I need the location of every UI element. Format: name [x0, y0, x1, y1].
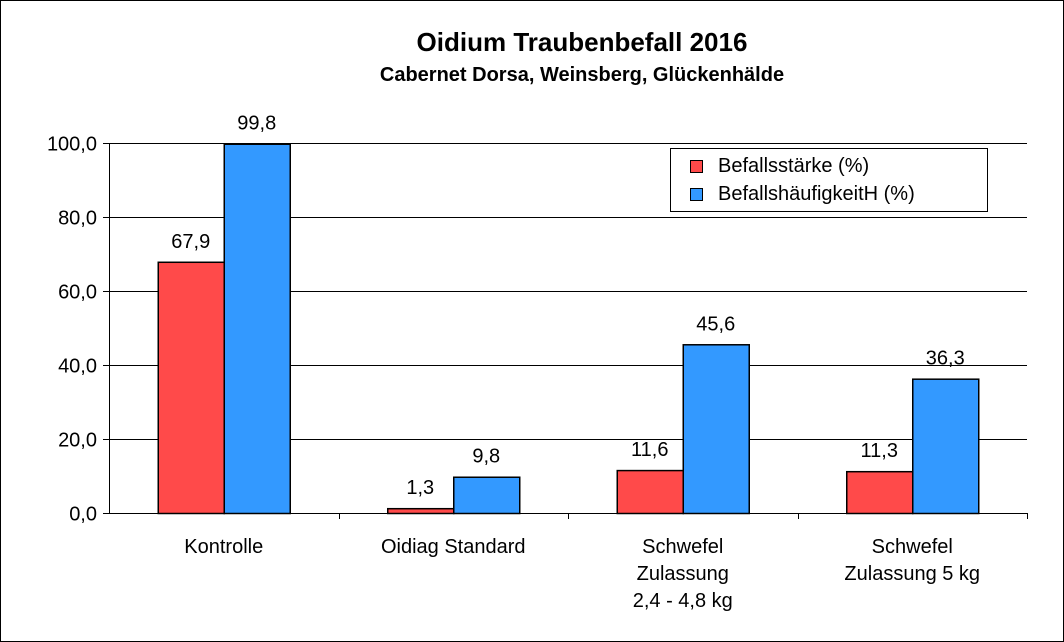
data-label: 9,8 [472, 446, 500, 468]
legend-box [670, 148, 988, 212]
bar-befallshaeufigkeit [682, 344, 750, 515]
bar-befallshaeufigkeit [223, 143, 291, 515]
legend: Befallsstärke (%) BefallshäufigkeitH (%) [670, 148, 988, 212]
chart-title: Oidium Traubenbefall 2016 [417, 27, 748, 57]
bar-befallshaeufigkeit [912, 378, 980, 515]
plot-area: 0,0 20,0 40,0 60,0 80,0 100,0 67,9 99,8 Kontroll… [47, 113, 1028, 612]
bar-befallsstaerke [846, 470, 914, 515]
bar-befallsstaerke [157, 261, 225, 515]
data-label: 45,6 [696, 313, 735, 335]
y-tick-label: 40,0 [58, 356, 97, 378]
y-tick-label: 80,0 [58, 208, 97, 230]
data-label: 11,3 [861, 440, 898, 462]
data-label: 67,9 [171, 231, 210, 253]
data-label: 99,8 [237, 113, 276, 135]
bar-befallshaeufigkeit [453, 476, 521, 515]
category-label: Zulassung 5 kg [844, 563, 980, 585]
category-label: Schwefel [642, 536, 723, 558]
category-label: Kontrolle [184, 536, 263, 558]
bar-befallsstaerke [616, 469, 684, 515]
legend-swatch [690, 160, 703, 173]
data-label: 36,3 [926, 348, 965, 370]
y-tick-label: 20,0 [58, 430, 97, 452]
legend-label: Befallsstärke (%) [718, 155, 869, 177]
category-label: 2,4 - 4,8 kg [633, 590, 733, 612]
bar-befallsstaerke [387, 507, 455, 515]
category-label: Zulassung [637, 563, 729, 585]
y-tick-label: 60,0 [58, 282, 97, 304]
chart-subtitle: Cabernet Dorsa, Weinsberg, Glückenhälde [380, 64, 784, 86]
y-tick-label: 100,0 [47, 134, 97, 156]
data-label: 11,6 [631, 439, 668, 461]
category-label: Schwefel [872, 536, 953, 558]
category-label: Oidiag Standard [381, 536, 526, 558]
data-label: 1,3 [406, 477, 434, 499]
legend-label: BefallshäufigkeitH (%) [718, 183, 915, 205]
y-tick-label: 0,0 [69, 504, 97, 526]
legend-swatch [690, 188, 703, 201]
